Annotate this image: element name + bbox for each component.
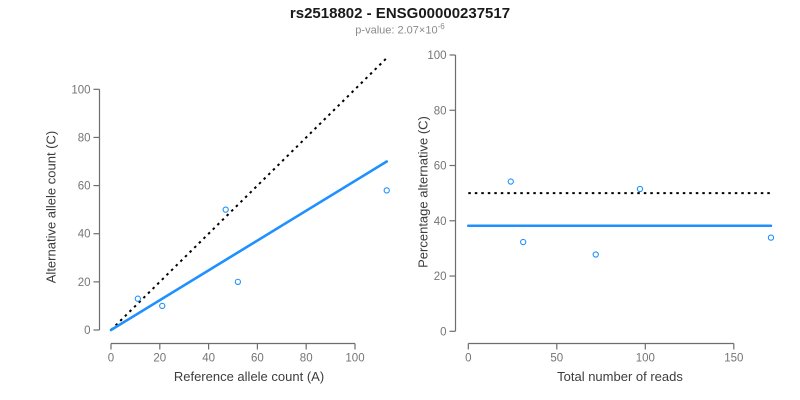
x-tick-label: 80	[300, 353, 313, 365]
identity-line	[110, 57, 388, 331]
left-plot: 0 20 40 60 80 100 0 20 40 60 80 100	[71, 57, 390, 365]
y-tick-label: 40	[78, 229, 91, 241]
left-plot-x-axis-title: Reference allele count (A)	[173, 369, 325, 384]
right-plot-x-axis-title: Total number of reads	[557, 369, 683, 384]
page-title: rs2518802 - ENSG00000237517	[289, 5, 511, 22]
y-tick-label: 20	[434, 271, 447, 283]
y-tick-label: 100	[427, 50, 446, 62]
x-tick-label: 100	[636, 353, 655, 365]
y-tick-label: 60	[434, 161, 447, 173]
data-point	[636, 185, 644, 193]
p-value-subtitle: p-value: 2.07×10-6	[0, 22, 800, 37]
data-point	[520, 238, 527, 246]
y-tick-label: 60	[78, 181, 91, 193]
left-plot-y-axis-title: Alternative allele count (C)	[43, 130, 59, 284]
right-plot-y-axis-title: Percentage alternative (C)	[415, 116, 431, 268]
data-point	[159, 302, 166, 310]
y-tick-label: 100	[71, 84, 90, 96]
y-tick-label: 0	[440, 326, 446, 338]
y-tick-label: 0	[84, 325, 90, 337]
x-tick-label: 100	[345, 353, 364, 365]
y-tick-label: 20	[78, 277, 91, 289]
x-tick-label: 0	[465, 353, 471, 365]
x-tick-label: 50	[550, 353, 563, 365]
data-point	[222, 206, 229, 213]
data-point	[234, 278, 242, 286]
y-tick-label: 40	[434, 216, 447, 228]
right-plot: 0 50 100 150 0 20 40 60 80 100	[427, 50, 775, 365]
regression-line	[109, 160, 389, 332]
x-tick-label: 20	[153, 353, 166, 365]
data-point	[134, 295, 141, 302]
data-point	[767, 234, 775, 241]
p-value-text: p-value: 2.07×10	[355, 24, 438, 37]
p-value-exponent: -6	[437, 22, 445, 31]
y-tick-label: 80	[434, 105, 447, 117]
data-point	[507, 178, 514, 185]
data-point	[592, 251, 599, 258]
x-tick-label: 60	[251, 353, 264, 365]
y-tick-label: 80	[78, 132, 91, 144]
x-tick-label: 150	[724, 353, 743, 365]
x-tick-label: 40	[202, 353, 215, 365]
x-tick-label: 0	[108, 353, 114, 365]
data-point	[383, 187, 390, 194]
